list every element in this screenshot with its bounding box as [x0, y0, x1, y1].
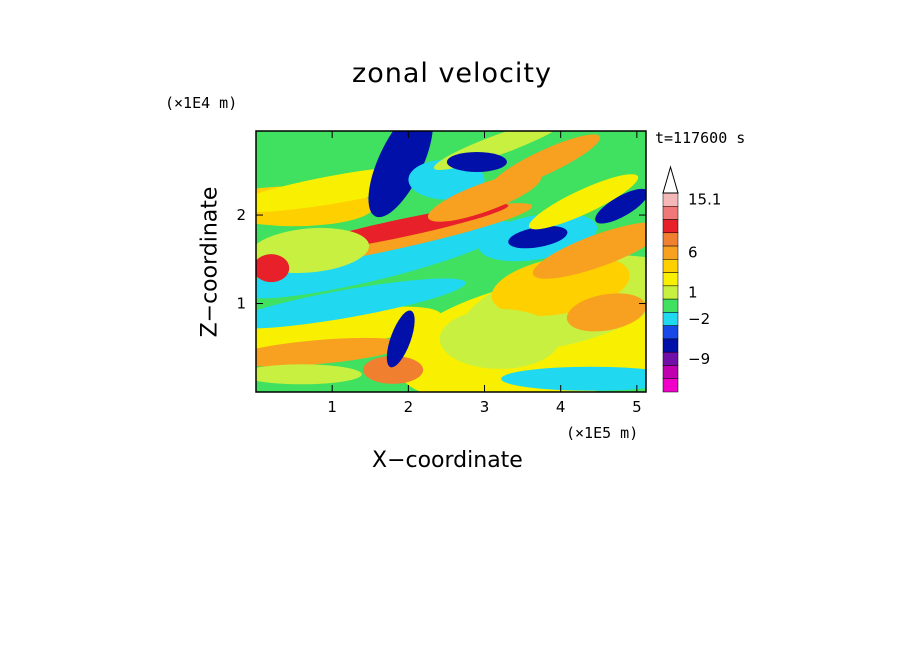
colorbar-cell: [662, 259, 679, 273]
x-tick-label: 2: [404, 398, 414, 416]
x-tick-label: 4: [556, 398, 566, 416]
colorbar-label: 1: [688, 284, 698, 302]
y-units-label: (×1E4 m): [165, 94, 238, 112]
colorbar-cell: [662, 365, 679, 379]
colorbar-cell: [662, 206, 679, 220]
colorbar-cell: [662, 219, 679, 234]
colorbar-cell: [662, 272, 679, 287]
colorbar-cell: [662, 285, 679, 300]
colorbar-cell: [662, 351, 679, 366]
colorbar-cell: [662, 325, 679, 340]
colorbar-label: 6: [688, 244, 698, 262]
x-units-label: (×1E5 m): [566, 424, 639, 442]
colorbar-cell: [662, 298, 679, 313]
y-tick-label: 2: [236, 206, 246, 224]
colorbar-cell: [662, 378, 679, 393]
colorbar-arrow: [662, 165, 679, 194]
colorbar-label: −9: [688, 350, 710, 368]
colorbar-label: 15.1: [688, 191, 721, 209]
x-tick-label: 1: [327, 398, 337, 416]
contour-field: [256, 131, 646, 392]
time-label: t=117600 s: [655, 129, 746, 147]
x-tick-label: 3: [480, 398, 490, 416]
y-tick-label: 1: [236, 295, 246, 313]
x-axis-label: X−coordinate: [372, 448, 523, 473]
colorbar-cell: [662, 338, 679, 353]
chart-title: zonal velocity: [352, 58, 552, 89]
colorbar-cell: [662, 232, 679, 247]
colorbar-cell: [662, 245, 679, 260]
x-tick-label: 5: [632, 398, 642, 416]
colorbar-label: −2: [688, 310, 710, 328]
colorbar-cell: [662, 312, 679, 326]
colorbar-cell: [662, 192, 679, 207]
plot-frame: [255, 130, 647, 393]
